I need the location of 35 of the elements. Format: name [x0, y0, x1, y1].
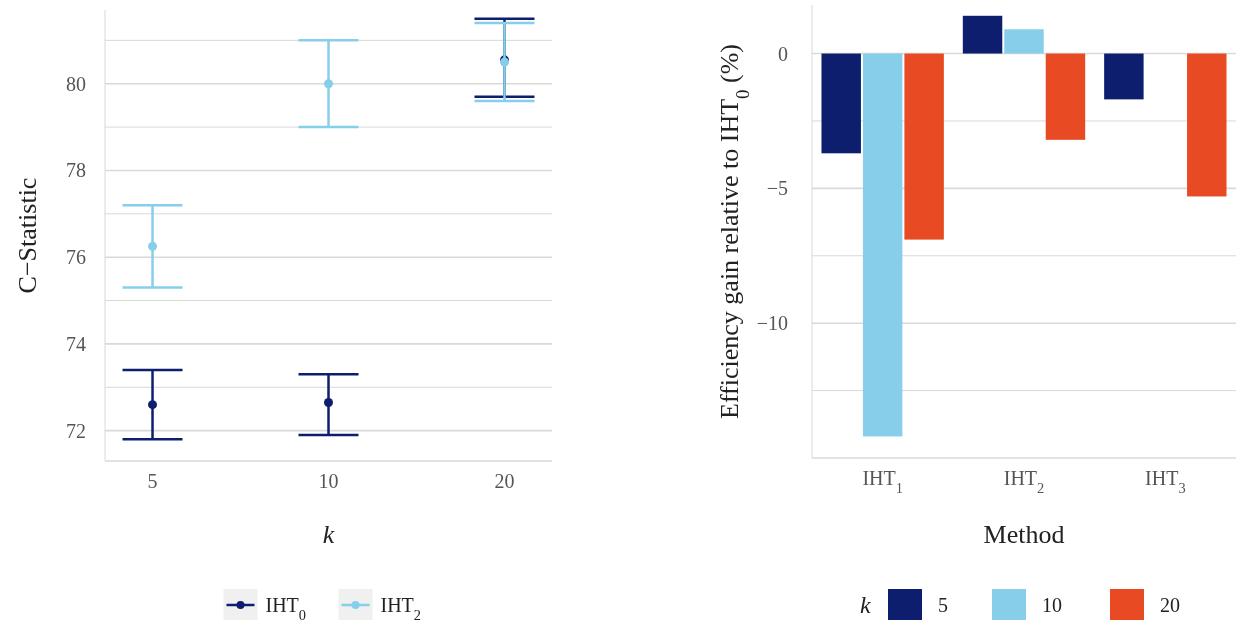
- y-tick-label: 74: [66, 332, 86, 355]
- legend-label: IHT$_{2}$: [380, 594, 422, 620]
- legend-label: 10: [1042, 594, 1062, 616]
- x-tick-label: 10: [318, 470, 339, 492]
- bar: [962, 15, 1003, 54]
- y-tick-label: −10: [756, 312, 788, 335]
- point: [324, 79, 333, 89]
- bar: [1045, 53, 1086, 140]
- x-axis-title: k: [322, 520, 335, 549]
- x-tick-label: IHT$_{2}$: [1003, 467, 1045, 496]
- y-tick-label: 72: [66, 419, 86, 442]
- x-tick-label: IHT$_{1}$: [862, 467, 903, 496]
- x-tick-label: IHT$_{3}$: [1145, 467, 1186, 496]
- y-tick-label: 0: [778, 42, 788, 65]
- bar: [1004, 29, 1044, 54]
- point: [148, 241, 158, 251]
- y-tick-label: −5: [766, 177, 788, 200]
- bar: [904, 53, 944, 240]
- x-axis-title: Method: [983, 520, 1065, 549]
- bar: [1104, 53, 1144, 100]
- point: [324, 397, 333, 407]
- legend-label: 5: [938, 594, 948, 616]
- y-tick-label: 80: [66, 72, 86, 95]
- y-tick-label: 78: [66, 159, 86, 182]
- x-tick-label: 5: [147, 470, 158, 492]
- x-tick-label: 20: [494, 470, 515, 492]
- legend-label: IHT$_{0}$: [265, 594, 307, 620]
- legend-title: k: [860, 592, 871, 618]
- legend-label: 20: [1160, 594, 1180, 616]
- y-tick-label: 76: [66, 246, 86, 269]
- y-axis-title: C−Statistic: [13, 177, 42, 294]
- point: [148, 400, 158, 410]
- bar: [821, 53, 861, 154]
- bar: [1187, 53, 1227, 197]
- bar: [862, 53, 903, 437]
